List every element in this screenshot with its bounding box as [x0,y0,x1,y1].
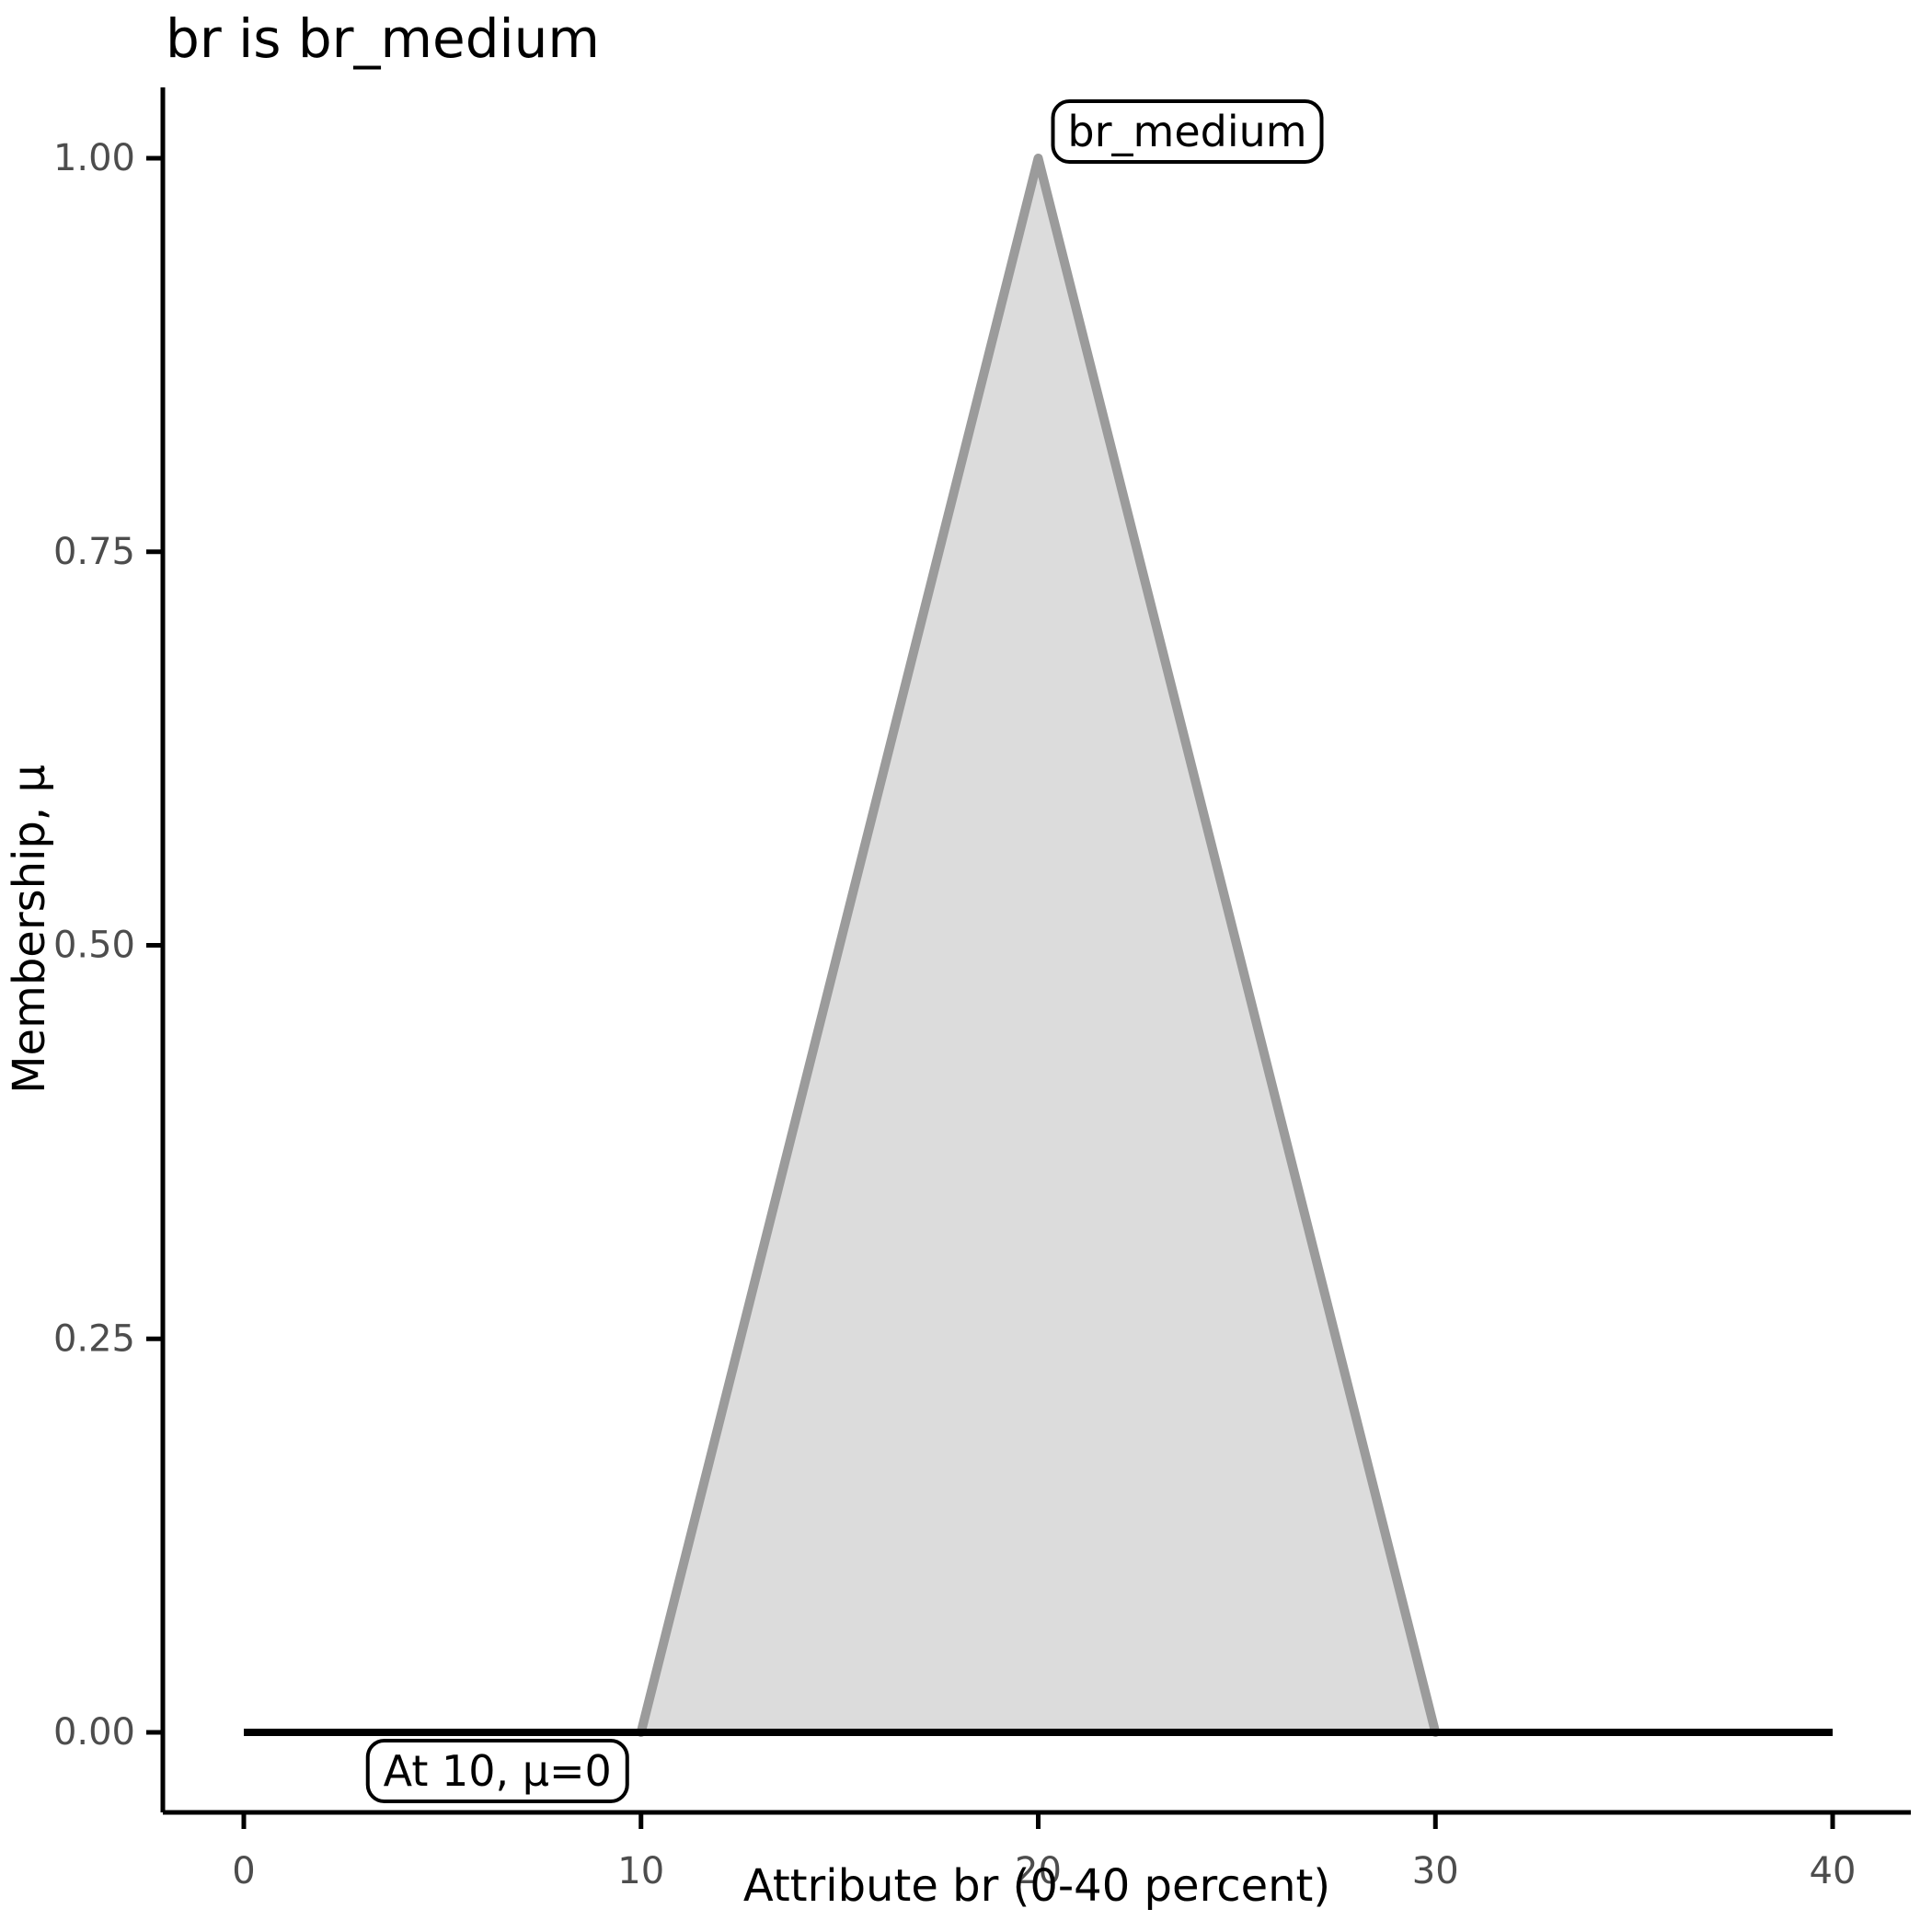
membership-triangle-fill [640,158,1436,1732]
x-tick-label: 30 [1412,1850,1459,1892]
x-tick-label: 10 [617,1850,664,1892]
chart-title: br is br_medium [166,7,600,70]
annotation-br-medium-label: br_medium [1067,107,1306,156]
y-axis-label: Membership, μ [4,765,55,1094]
y-tick-label: 1.00 [53,137,135,179]
membership-triangle-outline [636,154,1441,1737]
annotation-at-10: At 10, μ=0 [365,1739,629,1803]
x-tick-label: 0 [232,1850,255,1892]
annotation-at-10-box [365,1739,629,1803]
y-tick-label: 0.50 [53,925,135,967]
y-tick-label: 0.25 [53,1317,135,1360]
y-tick-group: 0.00 0.25 0.50 0.75 1.00 [53,137,163,1754]
annotation-br-medium: br_medium [1051,99,1324,164]
x-axis: 0 10 20 30 40 [163,1810,1911,1892]
annotation-br-medium-box [1051,99,1324,164]
y-axis: 0.00 0.25 0.50 0.75 1.00 [53,87,166,1812]
x-tick-label: 20 [1015,1850,1062,1892]
y-tick-label: 0.75 [53,531,135,573]
plot-area [244,154,1833,1737]
x-tick-label: 40 [1810,1850,1857,1892]
x-axis-label: Attribute br (0-40 percent) [743,1860,1330,1912]
y-tick-label: 0.00 [53,1711,135,1754]
x-tick-group: 0 10 20 30 40 [232,1812,1856,1892]
annotation-at-10-label: At 10, μ=0 [384,1746,612,1796]
